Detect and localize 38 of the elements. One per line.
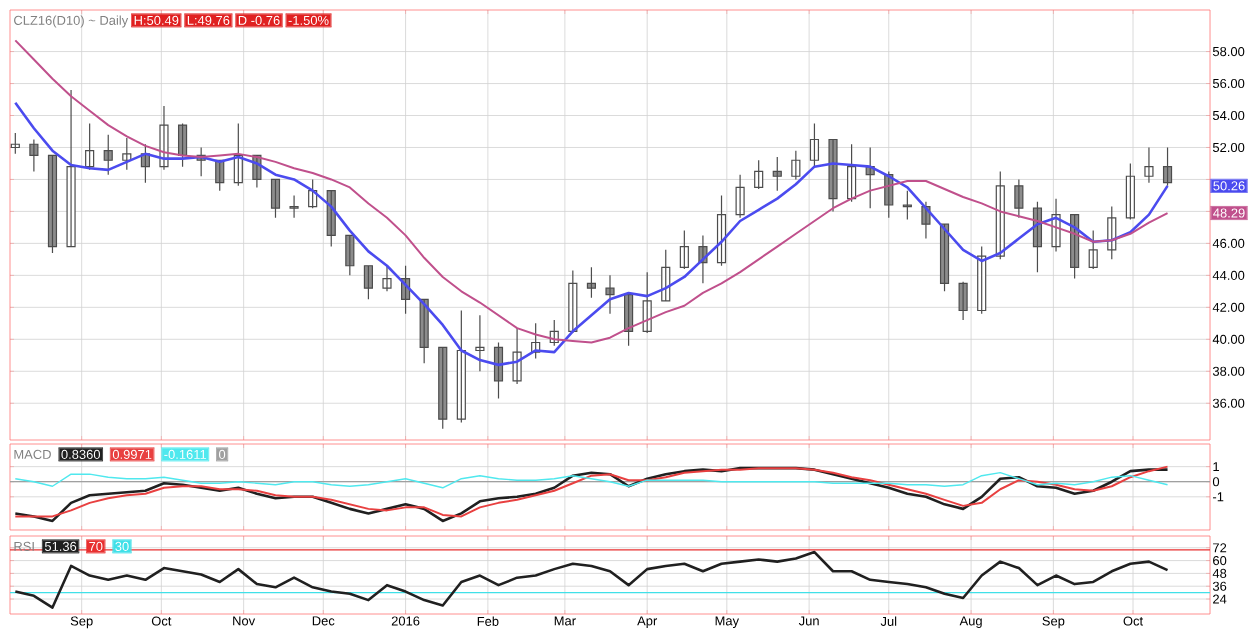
candlestick <box>772 156 782 192</box>
candlestick <box>122 137 132 171</box>
candlestick <box>289 194 299 219</box>
candlestick <box>177 122 188 168</box>
candlestick <box>103 134 113 176</box>
candlestick <box>66 89 76 248</box>
candlestick <box>47 154 58 254</box>
candlestick <box>586 266 597 299</box>
candlestick <box>363 265 373 300</box>
candlestick <box>456 309 466 424</box>
candlestick <box>902 190 912 221</box>
candlestick <box>568 269 578 334</box>
candlestick <box>475 314 485 372</box>
candlestick <box>642 271 652 334</box>
candlestick <box>512 327 522 385</box>
candlestick <box>382 265 392 292</box>
candlestick <box>958 281 968 321</box>
candlestick <box>1088 229 1098 270</box>
candlestick <box>438 346 448 430</box>
candlestick <box>828 138 838 213</box>
candlestick <box>754 159 764 190</box>
candlestick <box>791 150 801 181</box>
candlestick <box>1162 146 1173 187</box>
candlestick <box>1014 178 1024 219</box>
candlestick <box>1125 162 1135 221</box>
candlestick <box>865 146 875 209</box>
candlestick <box>735 174 745 219</box>
candlestick <box>679 229 689 270</box>
candlestick <box>847 143 857 203</box>
candlestick <box>10 132 20 155</box>
candlestick <box>809 122 820 168</box>
candlestick <box>85 122 95 171</box>
candlestick <box>29 138 39 173</box>
candlestick <box>159 105 169 171</box>
candlestick <box>1144 146 1154 184</box>
candlestick <box>345 234 355 276</box>
candlestick <box>270 178 281 219</box>
candlestick <box>605 274 615 315</box>
